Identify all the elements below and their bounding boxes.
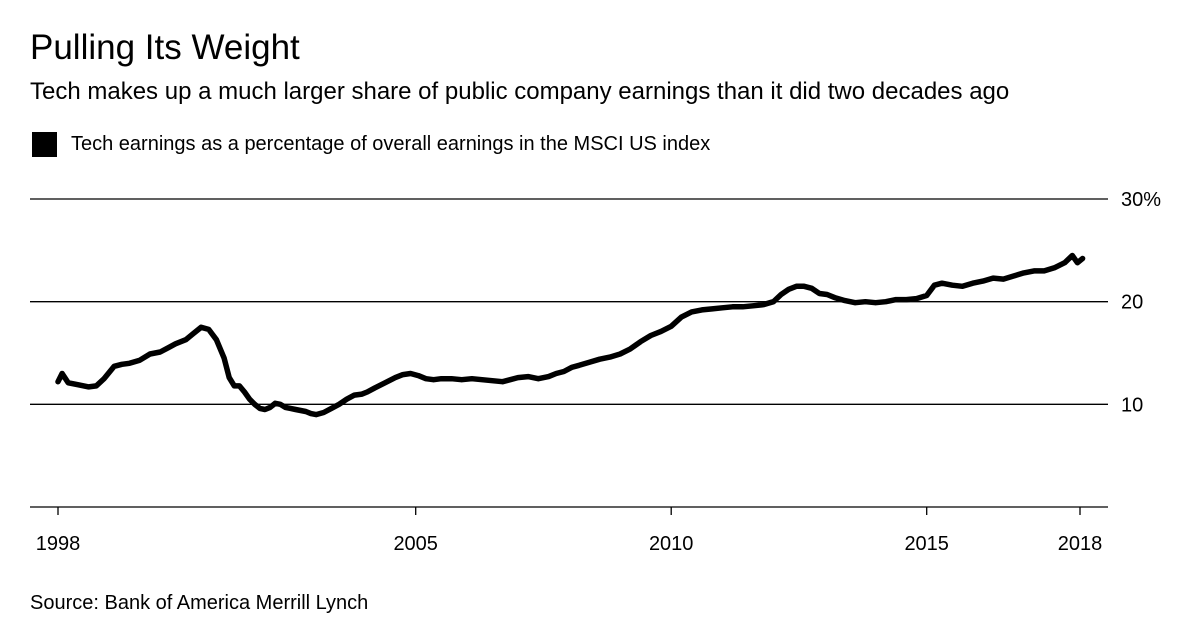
y-tick-label: 20 (1121, 292, 1143, 314)
y-axis-labels: 30% 20 10 (1121, 189, 1161, 416)
x-tick-label: 2005 (393, 533, 438, 555)
y-tick-label: 10 (1121, 394, 1143, 416)
x-axis (30, 506, 1108, 515)
legend-swatch (32, 131, 57, 157)
x-axis-labels: 1998 2005 2010 2015 2018 (36, 533, 1103, 555)
legend: Tech earnings as a percentage of overall… (32, 130, 710, 158)
source-note: Source: Bank of America Merrill Lynch (30, 592, 369, 614)
gridlines (30, 198, 1108, 405)
chart-title: Pulling Its Weight (30, 28, 300, 67)
series-layer (55, 252, 1086, 418)
x-tick-label: 1998 (36, 533, 81, 555)
x-tick-label: 2015 (904, 533, 949, 555)
x-tick-label: 2018 (1058, 533, 1103, 555)
chart-subtitle: Tech makes up a much larger share of pub… (30, 78, 1010, 105)
series-line-0 (55, 252, 1086, 418)
y-tick-label: 30% (1121, 189, 1161, 211)
legend-label: Tech earnings as a percentage of overall… (71, 132, 711, 155)
x-tick-label: 2010 (649, 533, 694, 555)
